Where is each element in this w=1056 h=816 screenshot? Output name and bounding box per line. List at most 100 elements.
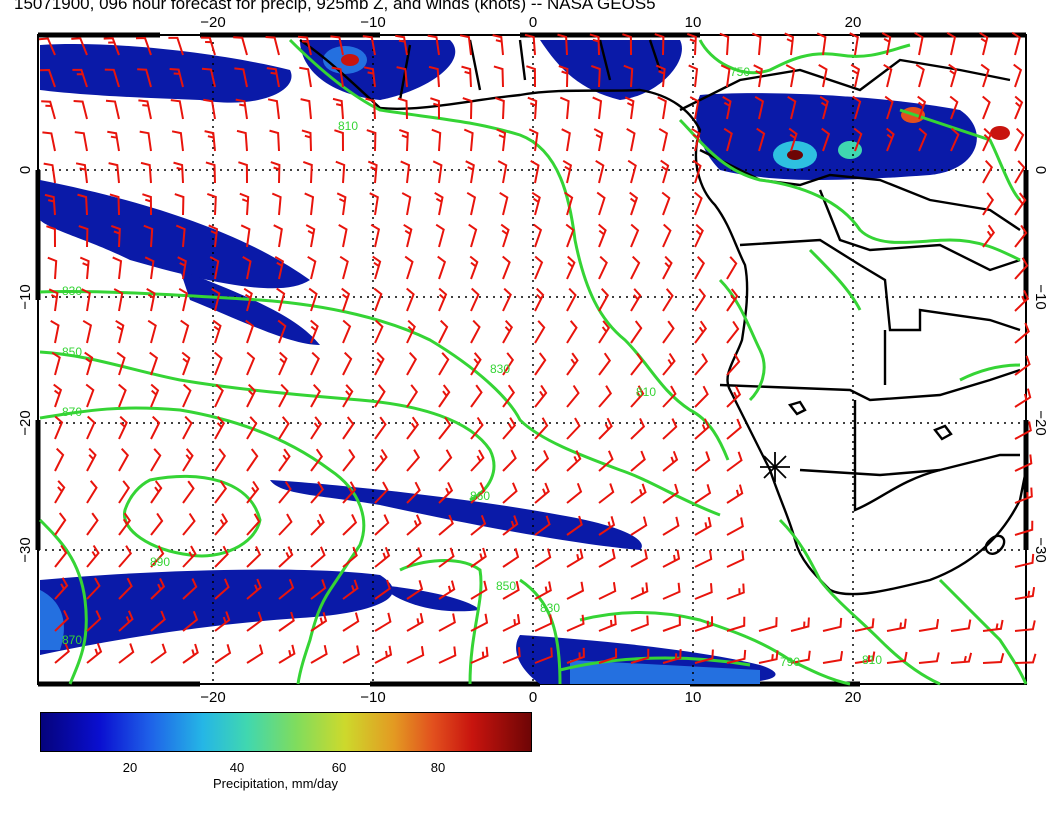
wind-barb xyxy=(624,96,635,120)
wind-barb xyxy=(342,416,355,440)
wind-barb xyxy=(726,256,738,280)
wind-barb xyxy=(493,65,504,88)
wind-barb xyxy=(334,129,344,152)
wind-barb xyxy=(118,480,131,504)
contour-label: 810 xyxy=(862,653,882,667)
wind-barb xyxy=(404,255,414,280)
wind-barb xyxy=(1014,160,1026,184)
wind-barb xyxy=(299,66,312,88)
wind-barb xyxy=(182,578,198,600)
wind-barb xyxy=(182,643,199,664)
wind-barb xyxy=(502,515,519,536)
wind-barb xyxy=(214,644,232,664)
wind-barb xyxy=(374,514,390,536)
wind-barb xyxy=(342,384,354,408)
wind-barb xyxy=(372,255,382,280)
wind-barb xyxy=(171,130,184,152)
wind-barb xyxy=(534,548,552,568)
wind-barb xyxy=(658,127,669,152)
wind-barb xyxy=(534,515,551,536)
wind-barb xyxy=(946,31,957,56)
wind-barb xyxy=(753,64,763,88)
wind-barb xyxy=(143,224,154,248)
wind-barb xyxy=(150,480,163,504)
wind-barb xyxy=(662,288,674,312)
lat-labels-left: 0 −10 −20 −30 xyxy=(17,166,34,563)
wind-barb xyxy=(105,99,120,120)
wind-barb xyxy=(630,516,648,536)
svg-text:10: 10 xyxy=(685,14,702,31)
wind-barb xyxy=(566,515,583,536)
wind-barb xyxy=(630,450,646,472)
wind-barb xyxy=(694,288,707,312)
wind-barb xyxy=(278,448,291,472)
wind-barb xyxy=(342,546,358,568)
wind-barb xyxy=(54,577,69,600)
wind-barb xyxy=(118,512,132,536)
wind-barb xyxy=(438,547,455,568)
wind-barb xyxy=(398,128,409,152)
wind-barb xyxy=(147,319,157,344)
wind-barb xyxy=(470,287,480,312)
wind-barb xyxy=(694,649,714,664)
wind-barb xyxy=(595,159,605,184)
svg-text:−10: −10 xyxy=(17,284,34,309)
wind-barb xyxy=(438,613,456,632)
wind-barb xyxy=(534,614,553,632)
wind-barb xyxy=(86,642,103,664)
wind-barb xyxy=(374,351,385,376)
wind-barb xyxy=(463,128,474,152)
wind-barb xyxy=(51,351,61,376)
wind-barb xyxy=(137,68,152,88)
wind-barb xyxy=(54,447,65,472)
wind-barb xyxy=(726,353,741,376)
wind-barb xyxy=(694,223,704,248)
wind-barb xyxy=(598,385,613,408)
wind-barb xyxy=(435,223,445,248)
wind-barb xyxy=(238,161,248,184)
wind-barb xyxy=(301,129,312,152)
wind-barb xyxy=(630,320,643,344)
wind-barb xyxy=(853,127,863,152)
wind-barb xyxy=(246,351,256,376)
wind-barb xyxy=(331,66,344,88)
wind-barb xyxy=(437,255,447,280)
wind-barb xyxy=(86,544,100,568)
wind-barb xyxy=(598,450,614,472)
wind-barb xyxy=(787,95,797,120)
wind-barb xyxy=(82,319,93,344)
wind-barb xyxy=(470,416,484,440)
wind-barb xyxy=(336,192,347,216)
wind-barb xyxy=(884,95,894,120)
wind-barb xyxy=(722,96,732,120)
wind-barb xyxy=(502,287,512,312)
wind-barb xyxy=(214,448,227,472)
wind-barb xyxy=(310,612,328,632)
wind-barb xyxy=(310,319,319,344)
svg-text:−20: −20 xyxy=(17,410,34,435)
lat-labels-right: 0 −10 −20 −30 xyxy=(1032,166,1049,563)
wind-barb xyxy=(150,577,166,600)
wind-barb xyxy=(269,129,280,152)
wind-barb xyxy=(598,548,616,568)
wind-barb xyxy=(205,161,216,184)
wind-barb xyxy=(431,128,442,152)
wind-barb xyxy=(342,351,353,376)
wind-barb xyxy=(819,95,829,120)
wind-barb xyxy=(886,618,907,632)
wind-barb xyxy=(688,64,699,88)
wind-barb xyxy=(719,32,730,56)
svg-text:−10: −10 xyxy=(360,14,385,31)
wind-barb xyxy=(914,32,924,56)
precip-colorbar xyxy=(40,712,532,752)
wind-barb xyxy=(206,192,217,216)
wind-barb xyxy=(470,384,483,408)
wind-barb xyxy=(86,577,101,600)
wind-barb xyxy=(246,448,259,472)
wind-barb xyxy=(758,617,778,632)
wind-barb xyxy=(150,643,167,664)
wind-barb xyxy=(694,256,706,280)
wind-barb xyxy=(566,255,576,280)
wind-barb xyxy=(1014,653,1037,664)
wind-barb xyxy=(629,191,639,216)
